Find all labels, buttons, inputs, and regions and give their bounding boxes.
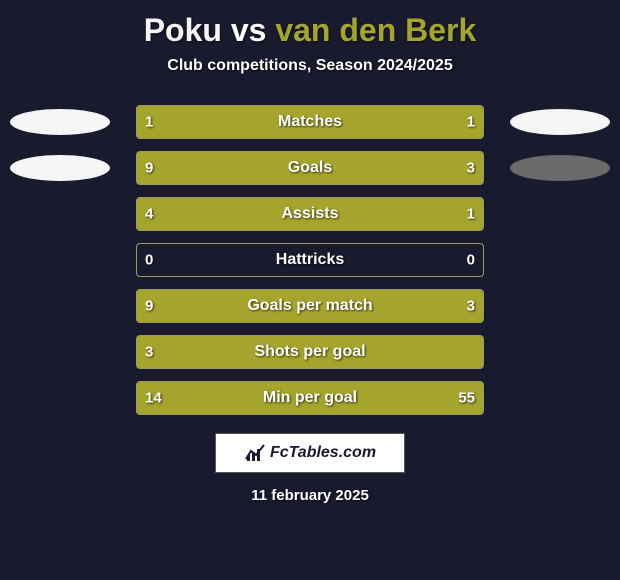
stat-row: 4 1 Assists: [0, 197, 620, 231]
stat-value-left: 4: [145, 206, 153, 223]
brand-text: FcTables.com: [270, 444, 376, 462]
bar-fill-left: [137, 198, 414, 230]
bar-container: 9 3 Goals: [136, 151, 484, 185]
stat-row: 1 1 Matches: [0, 105, 620, 139]
subtitle: Club competitions, Season 2024/2025: [0, 57, 620, 75]
stat-label: Hattricks: [276, 251, 344, 269]
stat-label: Min per goal: [263, 389, 357, 407]
player-ellipse-left: [10, 109, 110, 135]
stat-value-left: 14: [145, 390, 162, 407]
stat-label: Goals: [288, 159, 332, 177]
stat-value-left: 9: [145, 160, 153, 177]
vs-text: vs: [231, 12, 267, 48]
player-ellipse-left: [10, 155, 110, 181]
stat-label: Goals per match: [247, 297, 372, 315]
brand-box: FcTables.com: [215, 433, 405, 473]
stat-label: Shots per goal: [254, 343, 365, 361]
stat-value-right: 1: [467, 114, 475, 131]
player1-name: Poku: [144, 12, 222, 48]
stat-row: 14 55 Min per goal: [0, 381, 620, 415]
bar-container: 3 Shots per goal: [136, 335, 484, 369]
chart-icon: [244, 443, 266, 463]
stat-row: 9 3 Goals: [0, 151, 620, 185]
stat-label: Assists: [282, 205, 339, 223]
stat-row: 9 3 Goals per match: [0, 289, 620, 323]
date-text: 11 february 2025: [0, 487, 620, 504]
player-ellipse-right: [510, 109, 610, 135]
player2-name: van den Berk: [275, 12, 476, 48]
bar-container: 9 3 Goals per match: [136, 289, 484, 323]
player-ellipse-right: [510, 155, 610, 181]
comparison-title: Poku vs van den Berk: [0, 0, 620, 49]
stat-row: 3 Shots per goal: [0, 335, 620, 369]
stat-value-left: 0: [145, 252, 153, 269]
stat-value-left: 3: [145, 344, 153, 361]
stat-row: 0 0 Hattricks: [0, 243, 620, 277]
bar-container: 1 1 Matches: [136, 105, 484, 139]
stat-value-left: 1: [145, 114, 153, 131]
stat-value-left: 9: [145, 298, 153, 315]
stats-container: 1 1 Matches 9 3 Goals 4 1 Assists 0 0 Hattricks 9 3 Go…: [0, 105, 620, 415]
bar-container: 14 55 Min per goal: [136, 381, 484, 415]
bar-container: 4 1 Assists: [136, 197, 484, 231]
stat-label: Matches: [278, 113, 342, 131]
stat-value-right: 55: [458, 390, 475, 407]
bar-container: 0 0 Hattricks: [136, 243, 484, 277]
stat-value-right: 0: [467, 252, 475, 269]
stat-value-right: 3: [467, 160, 475, 177]
bar-fill-left: [137, 152, 397, 184]
stat-value-right: 1: [467, 206, 475, 223]
stat-value-right: 3: [467, 298, 475, 315]
